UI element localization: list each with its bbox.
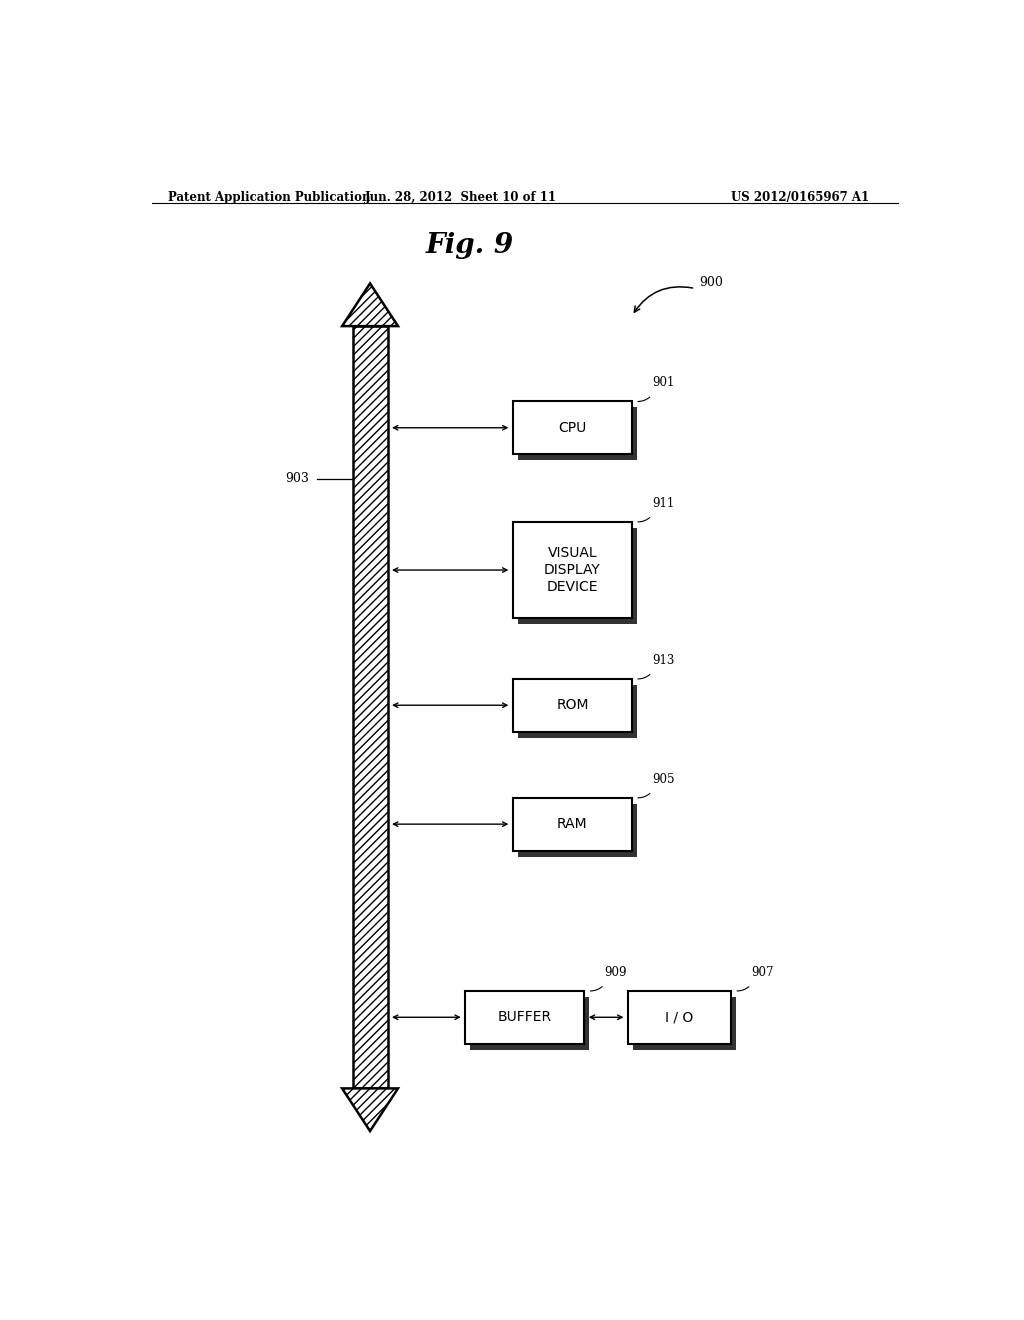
Text: 900: 900 — [699, 276, 723, 289]
Bar — [518, 528, 637, 624]
Text: 907: 907 — [751, 966, 773, 978]
Text: Patent Application Publication: Patent Application Publication — [168, 191, 371, 203]
Polygon shape — [342, 1089, 398, 1131]
Text: US 2012/0165967 A1: US 2012/0165967 A1 — [731, 191, 869, 203]
Text: CPU: CPU — [558, 421, 587, 434]
Bar — [513, 678, 632, 731]
Bar — [470, 997, 589, 1049]
Text: Jun. 28, 2012  Sheet 10 of 11: Jun. 28, 2012 Sheet 10 of 11 — [366, 191, 557, 203]
Bar — [518, 408, 637, 461]
Text: ROM: ROM — [556, 698, 589, 713]
Bar — [465, 991, 585, 1044]
Bar — [633, 997, 736, 1049]
Bar — [513, 401, 632, 454]
Text: BUFFER: BUFFER — [498, 1010, 552, 1024]
Polygon shape — [342, 284, 398, 326]
Text: 903: 903 — [285, 473, 309, 484]
Text: 909: 909 — [604, 966, 627, 978]
Bar — [518, 685, 637, 738]
Text: 911: 911 — [652, 496, 674, 510]
Text: 905: 905 — [652, 772, 674, 785]
Bar — [513, 797, 632, 850]
Text: 913: 913 — [652, 653, 674, 667]
Text: I / O: I / O — [666, 1010, 693, 1024]
Text: Fig. 9: Fig. 9 — [425, 231, 513, 259]
Bar — [513, 521, 632, 618]
Text: 901: 901 — [652, 376, 674, 389]
Bar — [518, 804, 637, 857]
Bar — [628, 991, 731, 1044]
Text: VISUAL
DISPLAY
DEVICE: VISUAL DISPLAY DEVICE — [544, 545, 601, 594]
Bar — [352, 326, 387, 1089]
Text: RAM: RAM — [557, 817, 588, 832]
